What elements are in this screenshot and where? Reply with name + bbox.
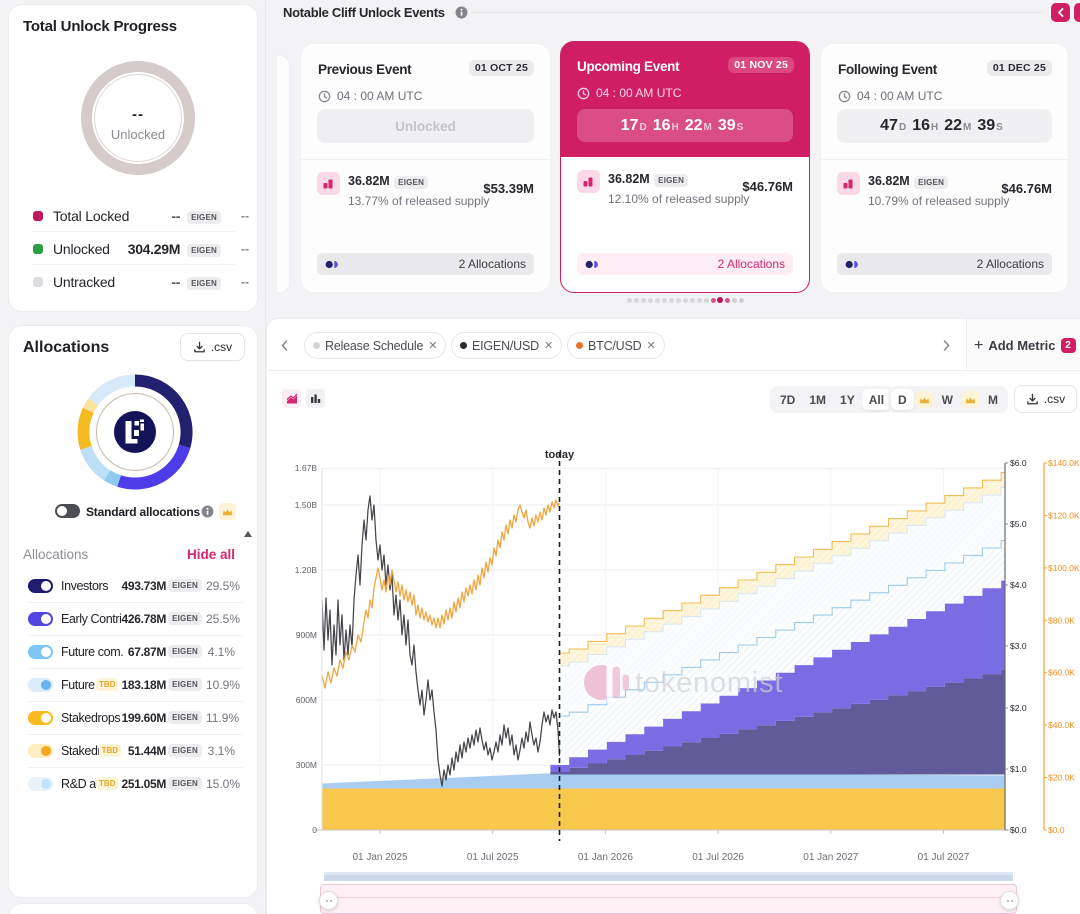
svg-text:01 Jan 2026: 01 Jan 2026	[578, 852, 633, 863]
svg-text:$40.0K: $40.0K	[1048, 720, 1075, 730]
svg-text:$80.0K: $80.0K	[1048, 615, 1075, 625]
svg-text:1.20B: 1.20B	[295, 565, 318, 575]
svg-text:01 Jul 2027: 01 Jul 2027	[918, 852, 970, 863]
svg-text:$1.0: $1.0	[1010, 764, 1027, 774]
svg-text:$2.0: $2.0	[1010, 703, 1027, 713]
svg-text:$3.0: $3.0	[1010, 641, 1027, 651]
svg-text:01 Jan 2025: 01 Jan 2025	[352, 852, 407, 863]
svg-text:$5.0: $5.0	[1010, 519, 1027, 529]
svg-text:01 Jul 2025: 01 Jul 2025	[467, 852, 519, 863]
svg-text:$120.0K: $120.0K	[1048, 510, 1080, 520]
svg-text:300M: 300M	[296, 760, 317, 770]
svg-text:1.50B: 1.50B	[295, 500, 318, 510]
svg-text:900M: 900M	[296, 630, 317, 640]
svg-text:$100.0K: $100.0K	[1048, 563, 1080, 573]
svg-text:1.67B: 1.67B	[295, 463, 318, 473]
svg-text:$4.0: $4.0	[1010, 580, 1027, 590]
svg-text:01 Jul 2026: 01 Jul 2026	[692, 852, 744, 863]
svg-text:$0.0: $0.0	[1010, 825, 1027, 835]
svg-text:0: 0	[312, 825, 317, 835]
svg-text:$6.0: $6.0	[1010, 458, 1027, 468]
svg-text:today: today	[545, 449, 575, 461]
svg-text:$60.0K: $60.0K	[1048, 668, 1075, 678]
svg-text:600M: 600M	[296, 695, 317, 705]
svg-text:tokenomist: tokenomist	[635, 667, 783, 699]
svg-text:01 Jan 2027: 01 Jan 2027	[803, 852, 858, 863]
svg-text:$140.0K: $140.0K	[1048, 458, 1080, 468]
svg-text:$0.0: $0.0	[1048, 825, 1065, 835]
svg-text:$20.0K: $20.0K	[1048, 773, 1075, 783]
